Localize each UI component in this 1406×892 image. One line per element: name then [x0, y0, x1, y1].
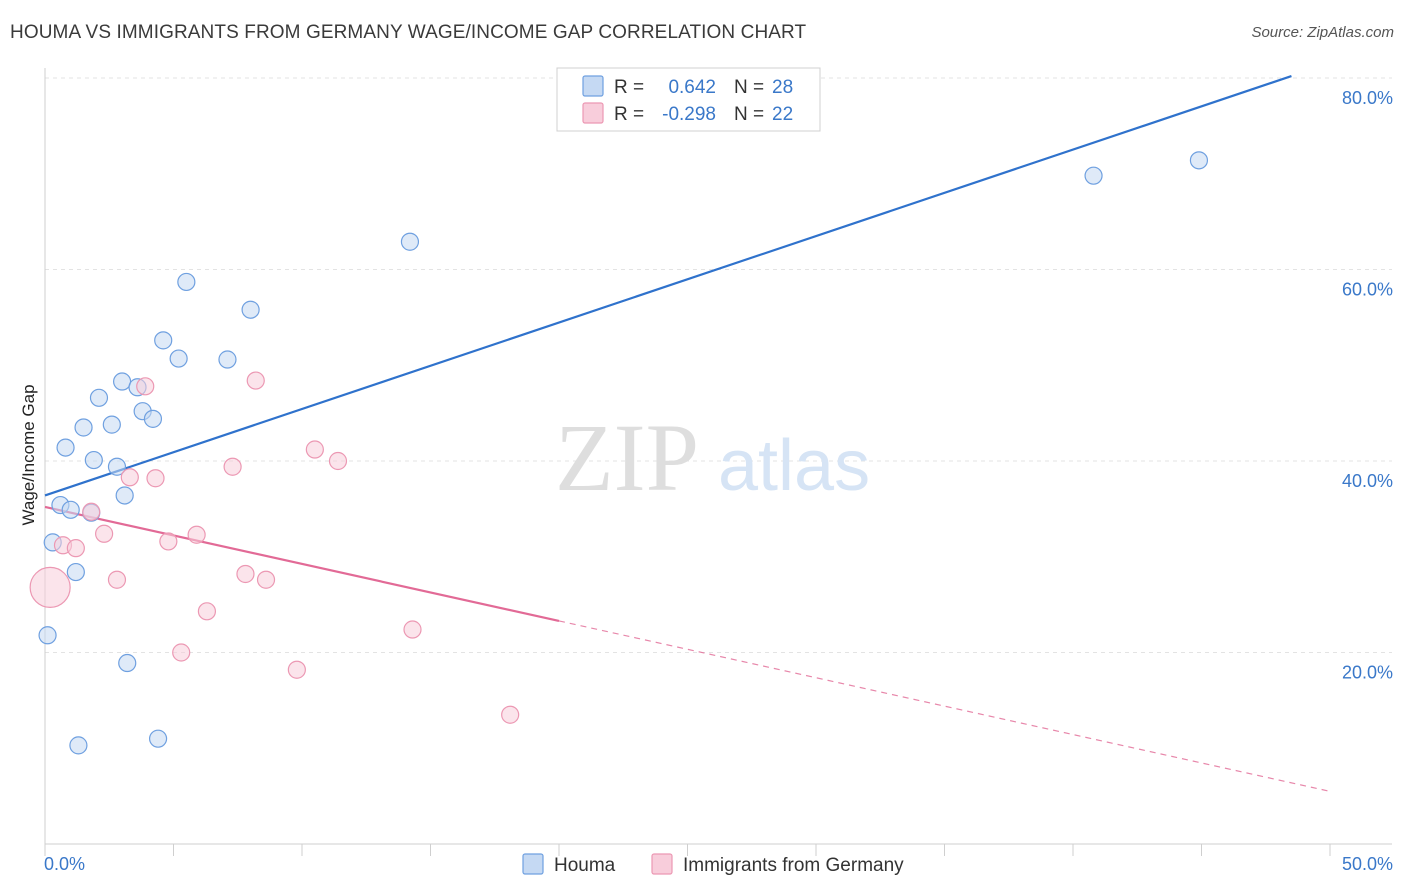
point-germany-8	[146, 469, 165, 488]
series-legend-label-germany: Immigrants from Germany	[683, 855, 904, 876]
point-houma-24	[241, 300, 260, 319]
watermark-zip: ZIP	[555, 404, 699, 511]
point-germany-6	[120, 468, 139, 487]
point-germany-2	[66, 539, 85, 558]
source-label: Source: ZipAtlas.com	[1251, 24, 1394, 41]
point-germany-5	[107, 570, 127, 589]
point-houma-22	[177, 272, 196, 292]
point-houma-15	[118, 653, 137, 673]
point-houma-11	[102, 415, 121, 434]
legend-swatch-houma	[582, 75, 604, 97]
y-tick-labels: 20.0% 40.0% 60.0% 80.0%	[1342, 88, 1393, 683]
point-houma-27	[1189, 151, 1209, 170]
legend-r-label-2: R =	[614, 104, 644, 125]
point-houma-14	[112, 372, 132, 391]
point-germany-17	[287, 660, 306, 679]
trend-line-germany-extension	[558, 620, 1331, 792]
legend-swatch-germany	[582, 102, 604, 124]
legend-r-value-1: 0.642	[668, 77, 716, 98]
point-houma-9	[84, 450, 103, 470]
legend-r-label-1: R =	[614, 77, 644, 98]
point-houma-21	[169, 349, 188, 368]
y-tick-label-20: 20.0%	[1342, 663, 1393, 683]
y-tick-label-60: 60.0%	[1342, 280, 1393, 300]
point-houma-26	[1084, 166, 1103, 185]
point-germany-0	[29, 566, 71, 608]
trend-line-germany	[44, 505, 560, 622]
legend-n-label-2: N =	[734, 104, 764, 125]
legend-n-label-1: N =	[734, 77, 764, 98]
point-houma-20	[154, 331, 173, 350]
y-tick-label-80: 80.0%	[1342, 88, 1393, 108]
series-legend: Houma Immigrants from Germany	[522, 853, 904, 876]
series-legend-swatch-germany	[651, 853, 673, 875]
point-houma-13	[115, 486, 134, 505]
point-houma-12	[107, 457, 127, 476]
watermark-atlas: atlas	[718, 426, 870, 506]
stats-legend: R = 0.642 N = 28 R = -0.298 N = 22	[556, 67, 821, 132]
point-houma-7	[74, 418, 93, 437]
point-germany-21	[501, 705, 520, 724]
data-points	[29, 151, 1209, 755]
point-germany-7	[136, 377, 155, 396]
x-tick-labels: 0.0% 50.0%	[44, 854, 1393, 874]
point-germany-12	[197, 602, 217, 621]
point-houma-19	[148, 729, 168, 748]
point-germany-4	[95, 524, 114, 543]
legend-n-value-1: 28	[772, 77, 793, 98]
point-germany-18	[305, 440, 324, 459]
legend-n-value-2: 22	[772, 104, 793, 125]
point-houma-5	[66, 562, 85, 582]
y-tick-label-40: 40.0%	[1342, 471, 1393, 491]
point-houma-3	[56, 438, 75, 457]
series-legend-label-houma: Houma	[554, 855, 616, 876]
y-axis-label: Wage/Income Gap	[19, 384, 38, 525]
point-houma-6	[69, 736, 88, 755]
point-houma-23	[218, 350, 237, 369]
chart-title: HOUMA VS IMMIGRANTS FROM GERMANY WAGE/IN…	[10, 22, 807, 43]
point-germany-16	[256, 570, 276, 589]
point-houma-4	[61, 500, 80, 519]
point-germany-9	[159, 532, 178, 551]
point-germany-10	[172, 643, 191, 662]
axes	[44, 68, 1392, 856]
point-germany-20	[403, 620, 422, 639]
trend-line-houma	[44, 75, 1292, 497]
point-germany-14	[236, 564, 255, 584]
point-houma-18	[143, 409, 163, 428]
series-legend-swatch-houma	[522, 853, 544, 875]
point-germany-19	[328, 451, 348, 471]
x-tick-label-min: 0.0%	[44, 854, 85, 874]
legend-r-value-2: -0.298	[662, 104, 716, 125]
point-germany-3	[82, 502, 101, 521]
point-germany-11	[187, 525, 206, 544]
point-houma-10	[89, 388, 109, 407]
watermark: ZIP atlas	[555, 404, 870, 511]
point-houma-25	[400, 232, 420, 251]
x-tick-label-max: 50.0%	[1342, 854, 1393, 874]
point-houma-0	[38, 626, 57, 645]
point-germany-15	[246, 371, 265, 390]
trend-lines	[44, 75, 1331, 792]
point-germany-13	[223, 457, 242, 476]
